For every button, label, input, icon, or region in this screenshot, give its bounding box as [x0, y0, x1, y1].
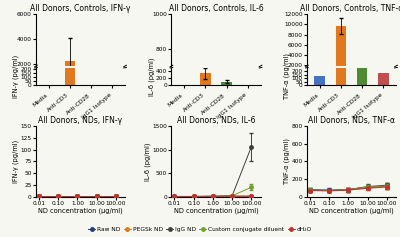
Bar [357, 73, 367, 75]
Bar [314, 76, 325, 85]
X-axis label: ND concentration (μg/ml): ND concentration (μg/ml) [38, 207, 123, 214]
Y-axis label: TNF-α (pg/ml): TNF-α (pg/ml) [284, 53, 290, 99]
Y-axis label: IFN-γ (pg/ml): IFN-γ (pg/ml) [13, 140, 19, 183]
Y-axis label: IFN-γ (pg/ml): IFN-γ (pg/ml) [13, 55, 19, 98]
X-axis label: ND concentration (μg/ml): ND concentration (μg/ml) [309, 207, 394, 214]
Bar [378, 74, 388, 75]
Bar [221, 82, 232, 85]
Title: All Donors, NDs, IL-6: All Donors, NDs, IL-6 [177, 116, 255, 125]
Bar [357, 55, 367, 85]
Y-axis label: IL-6 (pg/ml): IL-6 (pg/ml) [144, 142, 151, 181]
Bar [314, 74, 325, 75]
Legend: Raw ND, PEGSk ND, IgG ND, Custom conjugate diluent, dH₂O: Raw ND, PEGSk ND, IgG ND, Custom conjuga… [86, 224, 314, 234]
Y-axis label: IL-6 (pg/ml): IL-6 (pg/ml) [148, 57, 155, 96]
Title: All Donors, NDs, TNF-α: All Donors, NDs, TNF-α [308, 116, 395, 125]
Bar [65, 61, 75, 88]
Bar [336, 0, 346, 85]
X-axis label: ND concentration (μg/ml): ND concentration (μg/ml) [174, 207, 258, 214]
Bar [200, 73, 211, 85]
Y-axis label: TNF-α (pg/ml): TNF-α (pg/ml) [284, 138, 290, 184]
Title: All Donors, Controls, IL-6: All Donors, Controls, IL-6 [169, 5, 263, 14]
Title: All Donors, NDs, IFN-γ: All Donors, NDs, IFN-γ [38, 116, 123, 125]
Bar [336, 26, 346, 75]
Title: All Donors, Controls, IFN-γ: All Donors, Controls, IFN-γ [30, 5, 131, 14]
Title: All Donors, Controls, TNF-α: All Donors, Controls, TNF-α [300, 5, 400, 14]
Bar [378, 73, 388, 85]
Bar [65, 0, 75, 85]
